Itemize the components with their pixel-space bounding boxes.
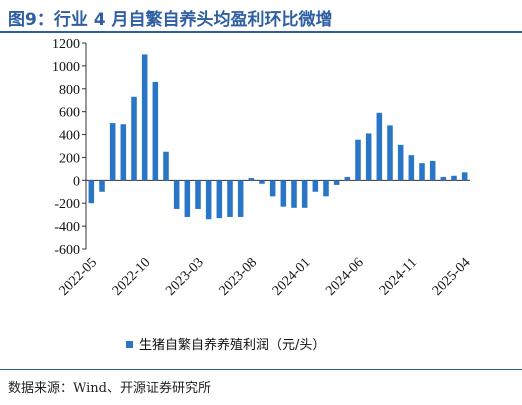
bar: [365, 133, 372, 181]
footer-rule: [0, 369, 522, 370]
bar: [195, 180, 201, 209]
bar: [355, 139, 361, 181]
x-tick-label: 2023-08: [217, 255, 261, 299]
bar: [408, 155, 415, 181]
bar: [141, 54, 148, 181]
bar: [152, 81, 159, 181]
x-tick-label: 2025-04: [430, 255, 474, 299]
bar: [131, 96, 137, 181]
bar: [269, 180, 276, 197]
bar: [227, 180, 233, 217]
bar: [429, 160, 436, 181]
x-tick-labels: 2022-05 2022-10 2023-03 2023-08 2024-01 2024-…: [57, 255, 474, 299]
bar: [99, 180, 105, 192]
x-tick-label: 2022-05: [57, 255, 101, 299]
bar: [280, 180, 287, 207]
bar: [451, 175, 457, 181]
chart-title: 图9：行业 4 月自繁自养头均盈利环比微增: [8, 10, 333, 30]
bar: [205, 180, 212, 220]
y-tick-label: 200: [59, 151, 80, 166]
bar: [163, 151, 169, 181]
bar-series: [88, 54, 468, 220]
bar: [397, 144, 404, 181]
x-tick-label: 2022-10: [110, 255, 154, 299]
bar: [419, 163, 425, 181]
x-tick-label: 2024-01: [270, 255, 314, 299]
bar: [259, 180, 265, 184]
bar: [301, 180, 308, 208]
y-tick-label: 1200: [52, 37, 80, 52]
legend-label: 生猪自繁自养养殖利润（元/头）: [139, 337, 325, 353]
bar: [333, 180, 340, 185]
bar: [173, 180, 180, 209]
bar: [291, 180, 297, 208]
bar-chart: 2022-05 2022-10 2023-03 2023-08 2024-01 2024-…: [52, 37, 474, 353]
bar: [184, 180, 191, 217]
bar: [387, 125, 393, 181]
y-tick-labels: -600 -400 -200 0 200 400 600 800 1000 1200: [52, 37, 80, 258]
y-tick-label: 400: [59, 129, 80, 144]
bar: [461, 172, 468, 181]
bar: [376, 112, 383, 181]
x-tick-label: 2024-11: [377, 255, 420, 298]
y-tick-label: -600: [54, 243, 80, 258]
y-tick-label: 600: [59, 106, 80, 121]
y-tick-label: -400: [54, 220, 80, 235]
x-tick-label: 2023-03: [163, 255, 207, 299]
y-tick-label: 800: [59, 83, 80, 98]
bar: [88, 180, 95, 204]
bar: [323, 180, 329, 197]
chart-axes: [82, 42, 470, 250]
title-rule: [0, 31, 522, 33]
bar: [248, 178, 255, 181]
x-tick-label: 2024-06: [323, 255, 367, 299]
bar: [237, 180, 244, 217]
bar: [120, 124, 127, 181]
bar: [109, 123, 116, 181]
bar: [312, 180, 319, 192]
bar: [344, 176, 351, 181]
source-note: 数据来源：Wind、开源证券研究所: [8, 381, 211, 396]
y-tick-label: 0: [73, 174, 80, 189]
bar: [216, 180, 223, 219]
legend: 生猪自繁自养养殖利润（元/头）: [126, 337, 325, 353]
legend-swatch: [126, 341, 133, 348]
bar: [440, 176, 447, 181]
y-tick-label: -200: [54, 197, 80, 212]
y-tick-label: 1000: [52, 60, 80, 75]
